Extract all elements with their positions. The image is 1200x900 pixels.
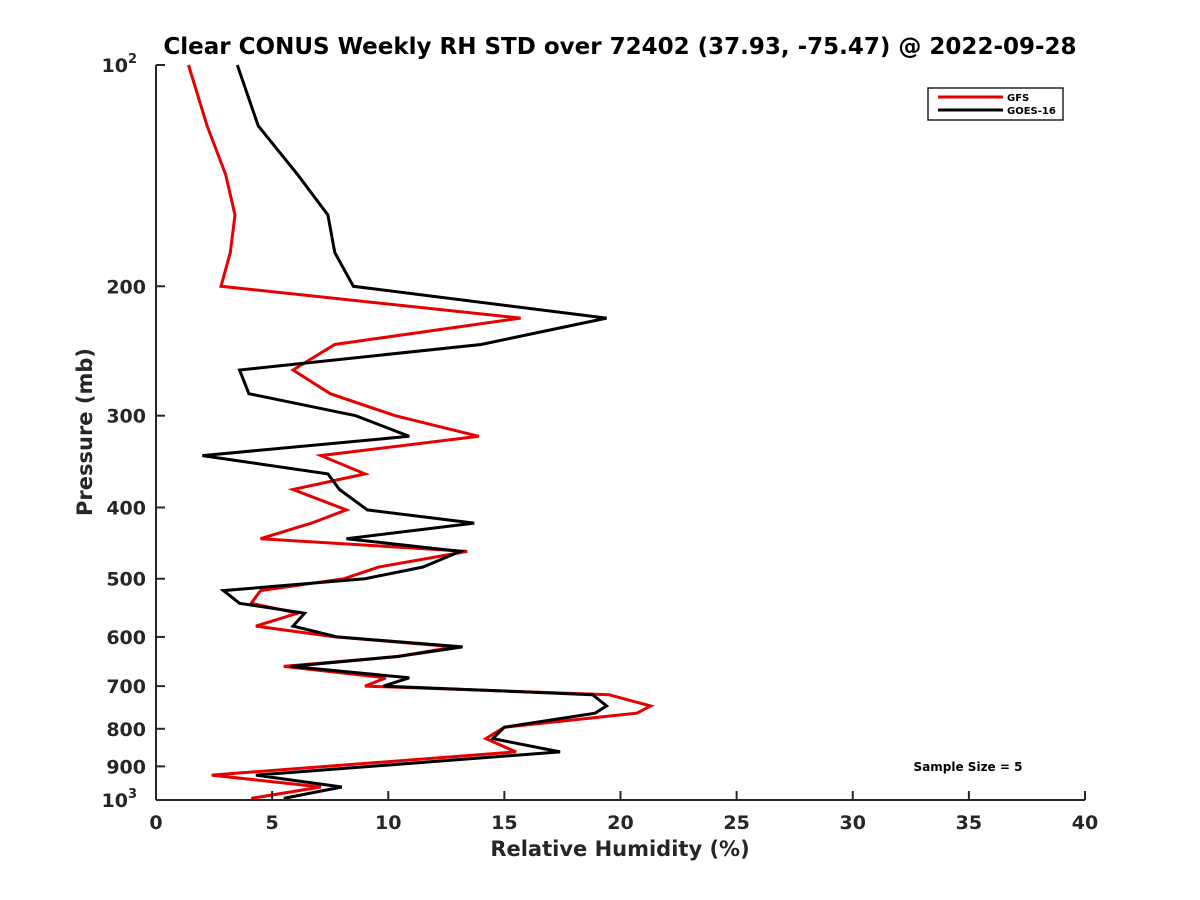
- legend-box: [927, 87, 1064, 121]
- y-tick-label: 103: [102, 787, 138, 812]
- y-tick-label-base: 10: [102, 790, 128, 812]
- series-line-goes16: [202, 64, 610, 800]
- y-tick-label-base: 500: [106, 569, 146, 591]
- legend: GFS GOES-16: [927, 87, 1064, 121]
- y-tick-label-base: 600: [106, 627, 146, 649]
- x-tick-label: 20: [607, 812, 633, 834]
- series-line-gfs: [187, 64, 655, 800]
- y-tick-label-base: 10: [102, 55, 128, 77]
- y-tick-label: 900: [106, 756, 146, 778]
- y-tick-label-exponent: 2: [128, 52, 137, 67]
- chart-title: Clear CONUS Weekly RH STD over 72402 (37…: [163, 34, 1076, 60]
- x-tick-label: 10: [375, 812, 401, 834]
- y-tick-label: 500: [106, 569, 146, 591]
- x-axis-label: Relative Humidity (%): [490, 837, 749, 861]
- y-tick-label: 200: [106, 276, 146, 298]
- x-tick-label: 35: [956, 812, 982, 834]
- x-tick-label: 25: [723, 812, 749, 834]
- y-tick-label-base: 300: [106, 406, 146, 428]
- y-tick-label-base: 800: [106, 719, 146, 741]
- y-tick-label: 600: [106, 627, 146, 649]
- x-tick-label: 0: [149, 812, 162, 834]
- y-tick-label-base: 400: [106, 498, 146, 520]
- y-tick-label-base: 900: [106, 756, 146, 778]
- x-tick-label: 30: [840, 812, 866, 834]
- y-tick-label: 700: [106, 676, 146, 698]
- x-tick-label: 15: [491, 812, 517, 834]
- y-tick-label-base: 700: [106, 676, 146, 698]
- y-tick-label: 102: [102, 52, 138, 77]
- series-layer: [187, 64, 655, 800]
- y-axis-label: Pressure (mb): [73, 348, 97, 516]
- x-ticks: 0 5 10 15 20 25 30 35 40: [149, 791, 1098, 834]
- x-tick-label: 40: [1072, 812, 1098, 834]
- y-tick-label: 300: [106, 406, 146, 428]
- sample-size-annotation: Sample Size = 5: [914, 760, 1023, 774]
- y-tick-label: 400: [106, 498, 146, 520]
- legend-label-goes16: GOES-16: [1007, 106, 1056, 117]
- y-tick-label: 800: [106, 719, 146, 741]
- y-tick-label-exponent: 3: [128, 787, 137, 802]
- legend-label-gfs: GFS: [1007, 93, 1029, 104]
- y-tick-label-base: 200: [106, 276, 146, 298]
- x-tick-label: 5: [266, 812, 279, 834]
